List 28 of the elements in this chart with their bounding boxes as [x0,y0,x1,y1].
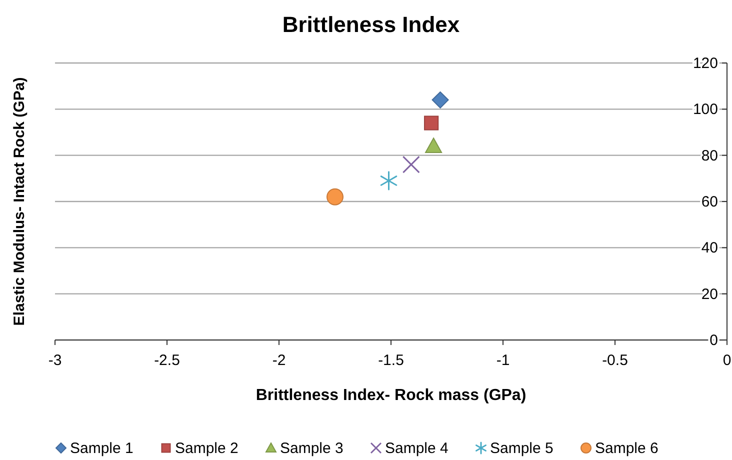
point [432,91,449,108]
legend-label: Sample 3 [280,440,344,457]
legend-label: Sample 5 [490,440,554,457]
legend-label: Sample 1 [70,440,134,457]
x-tick-label: -2 [272,352,286,369]
x-tick-label: 0 [722,352,732,369]
y-tick-label: 20 [701,286,718,303]
legend-label: Sample 2 [175,440,238,457]
x-tick-label: -1.5 [378,352,404,369]
x-tick-label: -2.5 [154,352,180,369]
y-tick-label: 100 [692,101,718,118]
point [402,156,420,174]
y-tick-label: 60 [701,194,718,210]
x-tick-label: -1 [496,352,510,369]
point [425,138,442,153]
x-tick-label: -3 [48,352,62,369]
y-axis-title: Elastic Modulus- Intact Rock (GPa) [11,77,28,326]
legend-label: Sample 4 [385,440,448,457]
point [380,171,398,190]
y-tick-label: 120 [692,55,718,72]
point [424,116,439,130]
chart-title: Brittleness Index [282,12,460,37]
y-tick-label: 40 [701,240,718,257]
x-axis-title: Brittleness Index- Rock mass (GPa) [256,387,526,404]
legend-label: Sample 6 [595,440,658,457]
y-tick-label: 80 [701,147,718,164]
point [326,188,344,206]
x-tick-label: -0.5 [602,352,628,369]
